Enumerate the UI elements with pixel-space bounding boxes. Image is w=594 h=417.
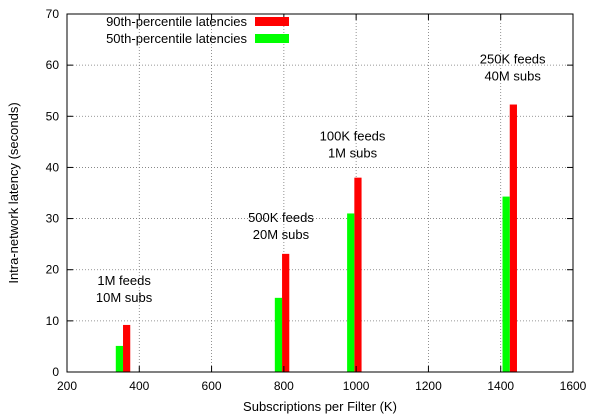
- y-tick-label: 0: [52, 365, 59, 379]
- annotation-label: 250K feeds: [480, 52, 546, 67]
- x-tick-label: 200: [57, 379, 77, 393]
- grid-lines: [67, 14, 573, 372]
- y-tick-label: 40: [46, 160, 60, 174]
- bar-series0-point1: [282, 253, 290, 372]
- bar-series1-point3: [502, 196, 510, 372]
- legend-label: 90th-percentile latencies: [106, 14, 247, 29]
- ticks: 0 10 20 30 40 50 60 70 200 400 600 800 1000 1200 1400 1…: [46, 7, 587, 393]
- bar-series1-point1: [274, 297, 283, 372]
- bar-series1-point2: [347, 213, 355, 372]
- legend: 90th-percentile latencies 50th-percentile…: [106, 14, 289, 46]
- y-axis-label: Intra-network latency (seconds): [6, 102, 21, 283]
- annotation-label: 40M subs: [484, 69, 541, 84]
- annotation-label: 1M feeds: [97, 273, 151, 288]
- annotation-label: 500K feeds: [248, 210, 314, 225]
- bars: [115, 104, 517, 372]
- x-axis-label: Subscriptions per Filter (K): [243, 399, 397, 414]
- annotation-label: 1M subs: [328, 145, 378, 160]
- x-tick-label: 1600: [560, 379, 587, 393]
- y-tick-label: 70: [46, 7, 60, 21]
- x-tick-label: 400: [129, 379, 149, 393]
- annotation-label: 20M subs: [253, 227, 310, 242]
- bar-series1-point0: [115, 345, 124, 372]
- annotation-label: 10M subs: [96, 290, 153, 305]
- x-tick-label: 1000: [343, 379, 370, 393]
- bar-series0-point2: [354, 177, 362, 372]
- y-tick-label: 60: [46, 58, 60, 72]
- x-tick-label: 1200: [415, 379, 442, 393]
- x-tick-label: 800: [274, 379, 294, 393]
- bar-series0-point0: [123, 324, 131, 372]
- y-tick-label: 50: [46, 109, 60, 123]
- legend-label: 50th-percentile latencies: [106, 31, 247, 46]
- y-tick-label: 30: [46, 212, 60, 226]
- bar-series0-point3: [509, 104, 517, 372]
- x-tick-label: 600: [202, 379, 222, 393]
- plot-frame: [66, 13, 574, 373]
- y-tick-label: 20: [46, 263, 60, 277]
- legend-swatch: [255, 34, 289, 43]
- annotation-label: 100K feeds: [320, 128, 386, 143]
- y-tick-label: 10: [46, 314, 60, 328]
- annotations: 1M feeds 10M subs 500K feeds 20M subs 100K f…: [96, 52, 546, 305]
- legend-swatch: [255, 17, 289, 26]
- x-tick-label: 1400: [487, 379, 514, 393]
